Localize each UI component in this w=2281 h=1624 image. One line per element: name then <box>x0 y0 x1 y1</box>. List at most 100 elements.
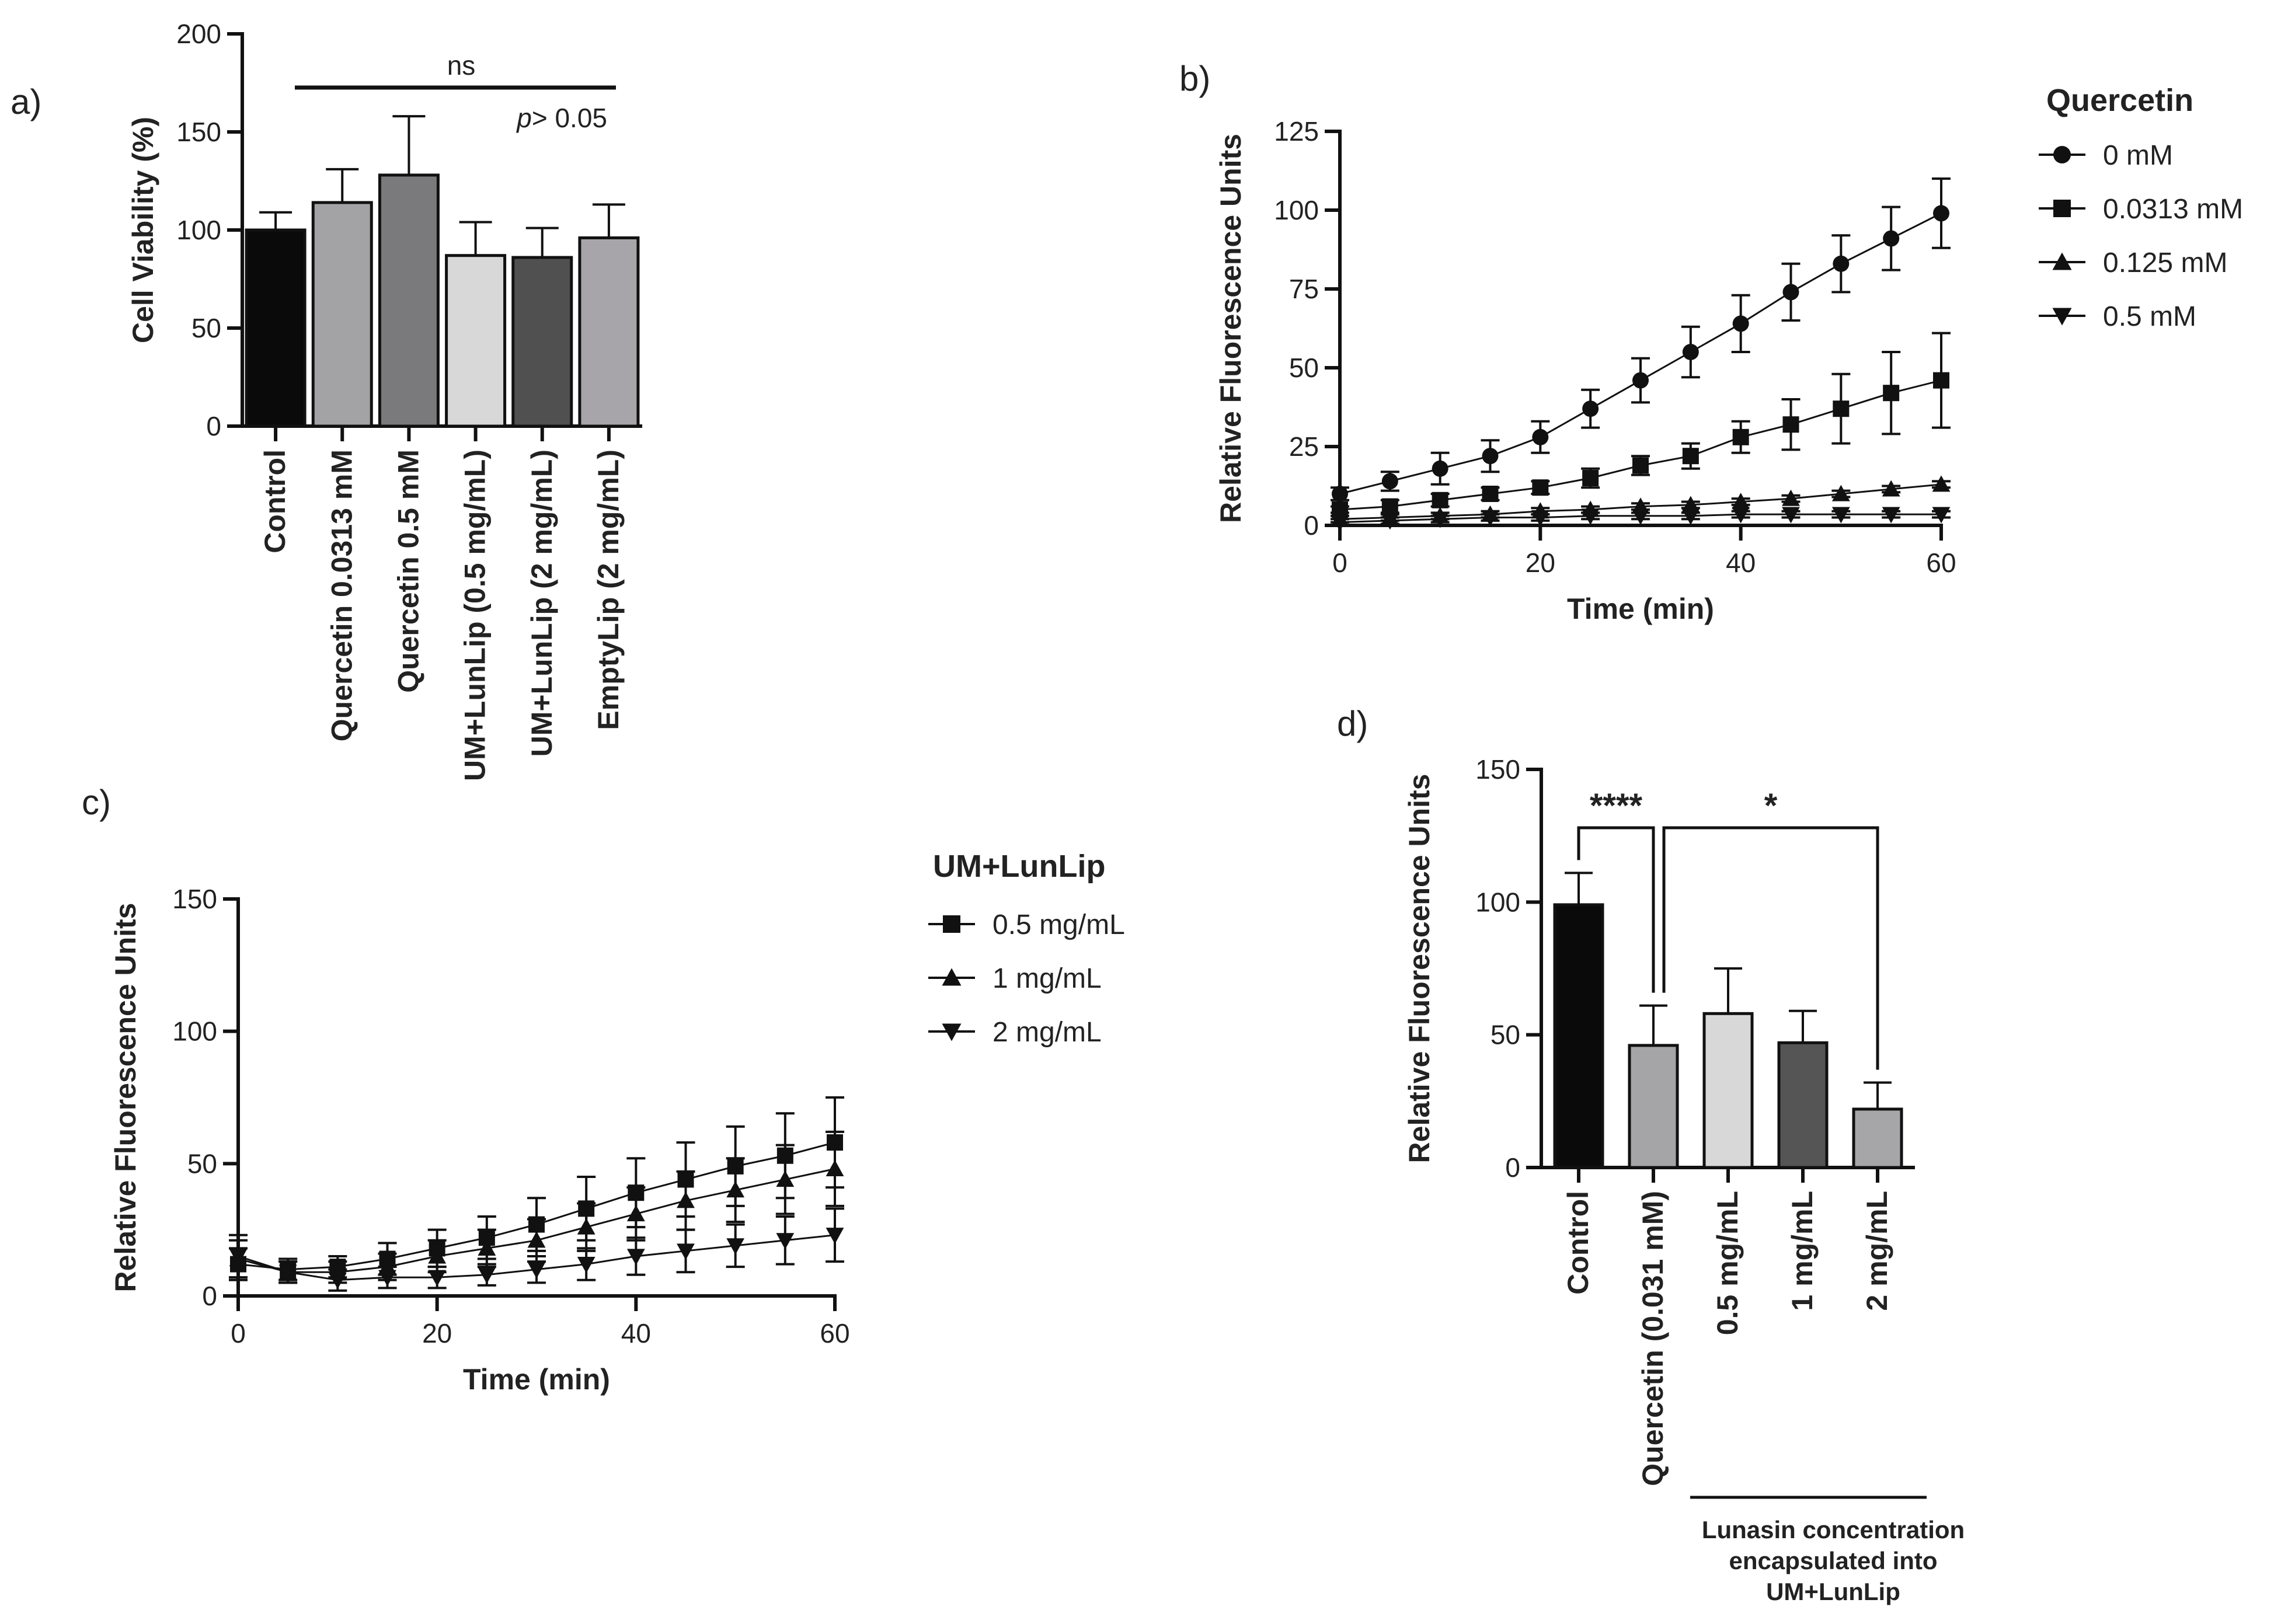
panel-d-category-label-3: 1 mg/mL <box>1786 1191 1819 1311</box>
panel-b-x-tick-label-0: 0 <box>1332 548 1347 578</box>
panel-c-x-tick-label-3: 60 <box>820 1318 849 1348</box>
panel-c-series-2-point-10 <box>726 1238 745 1255</box>
panel-c-legend-0-marker <box>943 915 960 933</box>
panel-a-bar-1 <box>311 201 373 428</box>
panel-a-y-tick-label-4: 200 <box>176 19 221 49</box>
panel-b-y-tick-label-4: 100 <box>1274 195 1319 225</box>
panel-c-series-2-point-8 <box>626 1249 645 1266</box>
panel-c-series-1-point-10 <box>726 1181 745 1198</box>
panel-a-y-tick-label-3: 150 <box>176 117 221 147</box>
panel-b-label: b) <box>1179 59 1210 98</box>
panel-b-series-1-point-9 <box>1782 416 1799 433</box>
panel-c-x-tick-label-0: 0 <box>231 1318 246 1348</box>
panel-d-bar-1 <box>1628 1044 1679 1169</box>
panel-b-legend-0-label: 0 mM <box>2103 140 2173 171</box>
panel-c-series-1-point-11 <box>776 1170 795 1187</box>
panel-b-series-0-line <box>1339 212 1942 495</box>
panel-b-series-2-point-10 <box>1831 485 1850 501</box>
panel-a-category-label-5: EmptyLip (2 mg/mL) <box>592 449 625 730</box>
panel-a-y-tick-label-1: 50 <box>191 313 221 343</box>
panel-d-category-label-1: Quercetin (0.031 mM) <box>1636 1191 1669 1486</box>
panel-c-series-2-point-4 <box>428 1270 447 1287</box>
panel-a-y-axis-label: Cell Viability (%) <box>127 117 159 343</box>
panel-d-significance-label-1: * <box>1764 787 1778 825</box>
panel-c-legend-title: UM+LunLip <box>933 849 1105 884</box>
panel-b-series-0-point-2 <box>1432 460 1448 477</box>
panel-b-x-tick-label-3: 60 <box>1926 548 1956 578</box>
panel-d-bar-2 <box>1702 1012 1754 1169</box>
panel-b-series-0-point-3 <box>1482 448 1499 465</box>
panel-b-series-0-point-9 <box>1782 284 1799 301</box>
panel-a-label: a) <box>11 82 41 121</box>
panel-b-y-tick-label-3: 75 <box>1289 274 1319 304</box>
panel-b-y-axis-label: Relative Fluorescence Units <box>1214 134 1247 523</box>
panel-b-series-1-point-2 <box>1432 492 1448 508</box>
panel-d-label: d) <box>1337 704 1368 743</box>
panel-c-series-2-point-2 <box>328 1273 347 1290</box>
panel-b-series-3-point-5 <box>1581 508 1600 525</box>
panel-d-bracket-control-vs-quercetin <box>1577 826 1655 993</box>
panel-b-y-tick-label-1: 25 <box>1289 431 1319 462</box>
panel-c-series-2-point-6 <box>527 1262 546 1279</box>
panel-b-series-0-point-12 <box>1933 205 1949 222</box>
panel-a-category-label-4: UM+LunLip (2 mg/mL) <box>525 449 558 757</box>
panel-c-series-2-point-3 <box>378 1270 396 1287</box>
panel-b-series-1-point-11 <box>1883 385 1900 402</box>
panel-c-label: c) <box>82 783 111 822</box>
panel-d-significance-label-0: **** <box>1590 787 1643 825</box>
panel-c-y-tick-label-2: 100 <box>172 1016 217 1047</box>
panel-a-p-value: p> 0.05 <box>516 103 607 133</box>
panel-d-category-label-2: 0.5 mg/mL <box>1711 1191 1744 1335</box>
panel-d-y-tick-label-0: 0 <box>1505 1152 1520 1183</box>
panel-d-y-tick-label-1: 50 <box>1491 1020 1520 1050</box>
panel-c-series-1-point-12 <box>826 1160 844 1176</box>
panel-b-quercetin-kinetics: b) Relative Fluorescence Units Time (min… <box>1179 59 2243 625</box>
panel-a-bar-3 <box>445 254 507 428</box>
panel-b-legend-title: Quercetin <box>2046 83 2193 118</box>
panel-c-x-axis-label: Time (min) <box>463 1363 610 1396</box>
panel-a-ns-label: ns <box>447 50 476 81</box>
panel-b-x-tick-label-1: 20 <box>1526 548 1555 578</box>
panel-b-series-1-point-8 <box>1732 428 1749 445</box>
panel-a-bar-0 <box>245 228 307 428</box>
panel-b-series-3-point-3 <box>1481 510 1499 527</box>
panel-b-series-0-point-8 <box>1732 315 1749 332</box>
panel-c-y-axis-label: Relative Fluorescence Units <box>109 903 142 1292</box>
panel-b-series-1-point-3 <box>1482 486 1499 502</box>
panel-a-category-label-0: Control <box>259 449 291 553</box>
panel-b-legend-0-marker <box>2053 146 2071 163</box>
panel-d-bar-3 <box>1777 1041 1829 1169</box>
panel-b-series-3-point-8 <box>1732 507 1750 524</box>
panel-c-x-tick-label-1: 20 <box>422 1318 452 1348</box>
panel-b-series-1-point-6 <box>1632 457 1649 474</box>
panel-b-y-tick-label-0: 0 <box>1304 510 1319 541</box>
panel-d-y-axis-label: Relative Fluorescence Units <box>1403 774 1436 1163</box>
panel-c-legend-1-label: 1 mg/mL <box>993 963 1102 994</box>
panel-d-footnote-line-3: UM+LunLip <box>1766 1578 1900 1605</box>
panel-b-series-3-point-9 <box>1782 507 1800 524</box>
panel-b-series-3-point-2 <box>1431 511 1450 528</box>
panel-a-cell-viability: a) Cell Viability (%) ns p> 0.05 0 50 100 1… <box>11 19 642 781</box>
panel-b-series-1-point-4 <box>1532 479 1549 496</box>
panel-b-legend-1-marker <box>2053 200 2071 217</box>
panel-b-x-tick-label-2: 40 <box>1726 548 1756 578</box>
panel-c-series-2-point-11 <box>776 1233 795 1250</box>
panel-b-legend-3-label: 0.5 mM <box>2103 301 2196 332</box>
panel-d-footnote-line-2: encapsulated into <box>1729 1547 1937 1574</box>
panel-b-series-0-point-5 <box>1582 400 1599 417</box>
panel-c-series-2-point-0 <box>229 1249 248 1266</box>
panel-c-series-1-point-6 <box>527 1231 546 1248</box>
panel-b-series-0-point-11 <box>1883 230 1900 247</box>
panel-c-series-1-point-8 <box>626 1205 645 1222</box>
panel-d-y-tick-label-2: 100 <box>1475 887 1520 917</box>
panel-b-series-1-point-12 <box>1933 372 1949 389</box>
panel-d-category-label-0: Control <box>1562 1191 1594 1295</box>
panel-a-y-tick-label-2: 100 <box>176 215 221 245</box>
panel-a-y-tick-label-0: 0 <box>206 411 221 441</box>
panel-d-bar-4 <box>1852 1107 1903 1169</box>
panel-d-bar-0 <box>1553 903 1604 1169</box>
panel-a-bar-2 <box>378 173 440 428</box>
panel-c-legend-2-label: 2 mg/mL <box>993 1017 1102 1048</box>
panel-b-legend-2-marker <box>2052 252 2072 270</box>
